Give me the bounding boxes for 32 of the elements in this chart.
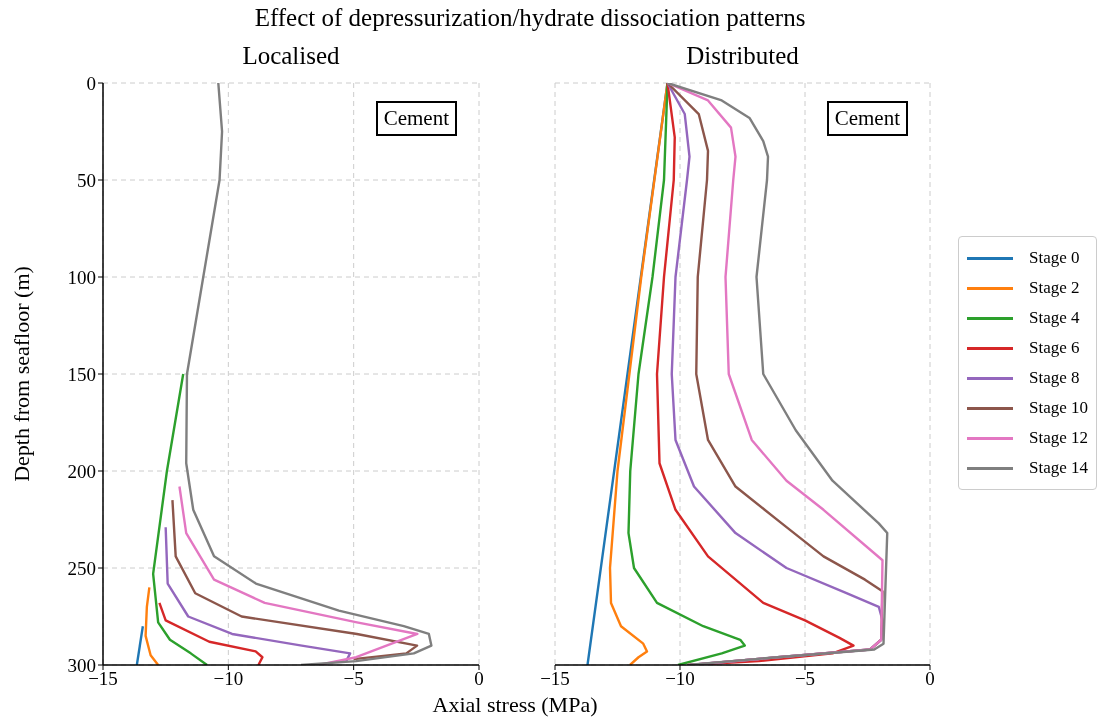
legend-label: Stage 0: [1029, 248, 1080, 268]
y-axis-title: Depth from seafloor (m): [9, 266, 35, 482]
legend-label: Stage 6: [1029, 338, 1080, 358]
x-tick-label: −5: [794, 668, 816, 690]
y-tick-label: 200: [67, 460, 96, 482]
y-tick-label: 50: [77, 169, 96, 191]
x-tick-label: −10: [213, 668, 244, 690]
legend-label: Stage 8: [1029, 368, 1080, 388]
y-tick-label: 250: [67, 557, 96, 579]
y-tick-label: 0: [86, 72, 96, 94]
legend-label: Stage 12: [1029, 428, 1089, 448]
x-axis-title: Axial stress (MPa): [431, 692, 599, 718]
y-tick-label: 150: [67, 363, 96, 385]
annotation: Cement: [826, 101, 908, 136]
line-series: [164, 526, 352, 663]
legend-label: Stage 2: [1029, 278, 1080, 298]
legend-label: Stage 14: [1029, 458, 1089, 478]
x-tick-label: −15: [540, 668, 570, 690]
chart-subtitle: Distributed: [685, 42, 800, 70]
line-series: [151, 372, 209, 665]
x-tick-label: −5: [343, 668, 364, 690]
annotation: Cement: [375, 101, 457, 136]
line-series: [158, 601, 264, 665]
x-tick-label: 0: [474, 668, 484, 690]
legend-label: Stage 10: [1029, 398, 1089, 418]
y-tick-label: 100: [67, 266, 96, 288]
x-tick-label: −10: [665, 668, 695, 690]
text: Effect of depressurization/hydrate dissociation patterns: [253, 4, 807, 32]
chart-subtitle: Localised: [241, 42, 341, 70]
legend-label: Stage 4: [1029, 308, 1080, 328]
line-series: [144, 586, 160, 665]
x-tick-label: 0: [925, 668, 935, 690]
